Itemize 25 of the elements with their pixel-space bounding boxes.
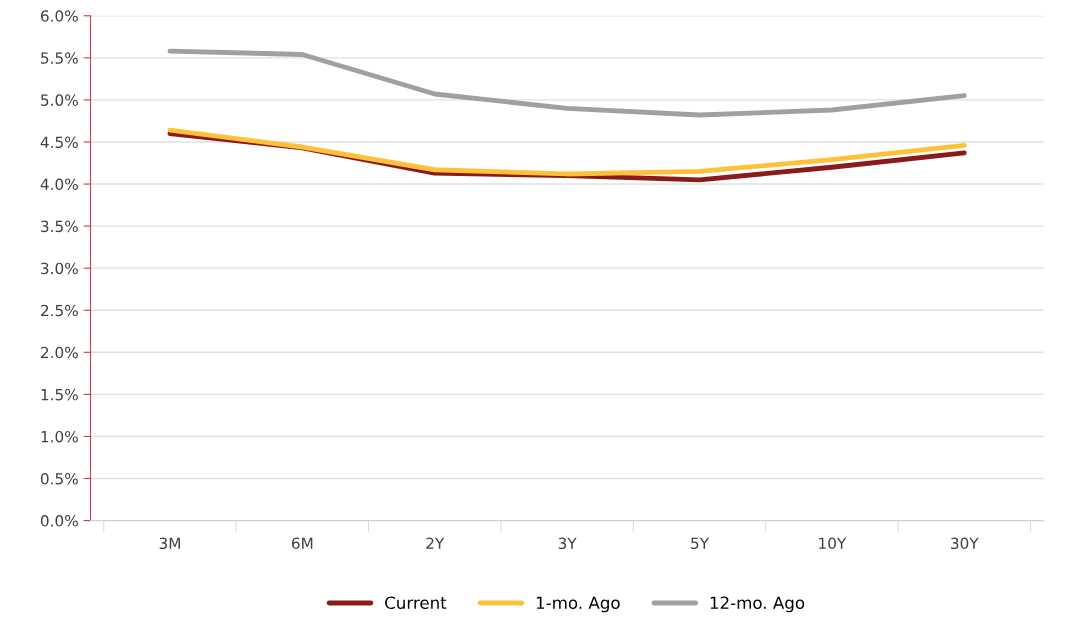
y-tick-label: 1.0% (41, 430, 78, 443)
y-tick-label: 5.0% (41, 94, 78, 106)
y-tick-label: 3.5% (41, 220, 78, 233)
y-tick-label: 0.5% (40, 472, 78, 485)
y-tick-label: 3.0% (41, 262, 78, 275)
x-tick-label: 2Y (426, 537, 445, 549)
y-tick-label: 0.0% (40, 515, 78, 527)
y-tick-label: 2.5% (41, 304, 78, 317)
y-tick-label: 1.5% (41, 388, 78, 401)
x-tick-label: 3M (159, 537, 180, 550)
y-tick-label: 4.5% (40, 136, 78, 148)
y-tick-label: 5.5% (41, 52, 78, 64)
legend-label: 1-mo. Ago (536, 596, 620, 613)
y-tick-label: 4.0% (40, 178, 78, 191)
legend-label: Current (385, 596, 447, 610)
line-series (167, 48, 967, 118)
y-tick-label: 6.0% (40, 10, 78, 22)
line-series (167, 127, 967, 177)
x-tick-label: 5Y (691, 537, 710, 550)
x-tick-label: 10Y (819, 537, 847, 550)
x-tick-label: 6M (291, 537, 313, 550)
x-tick-label: 3Y (558, 537, 577, 550)
y-tick-label: 2.0% (41, 346, 78, 359)
legend-label: 12-mo. Ago (710, 596, 805, 613)
x-tick-label: 30Y (951, 537, 979, 550)
